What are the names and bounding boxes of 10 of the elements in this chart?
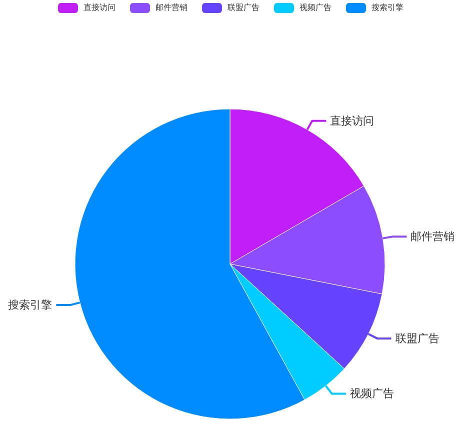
slice-label: 邮件营销 xyxy=(410,230,455,244)
slice-label: 直接访问 xyxy=(330,114,374,128)
slice-label: 联盟广告 xyxy=(395,332,440,345)
legend-label: 邮件营销 xyxy=(156,2,188,13)
legend-label: 直接访问 xyxy=(84,2,116,13)
legend-label: 搜索引擎 xyxy=(372,2,404,13)
slice-label: 视频广告 xyxy=(350,387,394,400)
legend-label: 视频广告 xyxy=(300,2,332,13)
slice-label: 搜索引擎 xyxy=(8,298,52,312)
legend-label: 联盟广告 xyxy=(228,2,260,13)
